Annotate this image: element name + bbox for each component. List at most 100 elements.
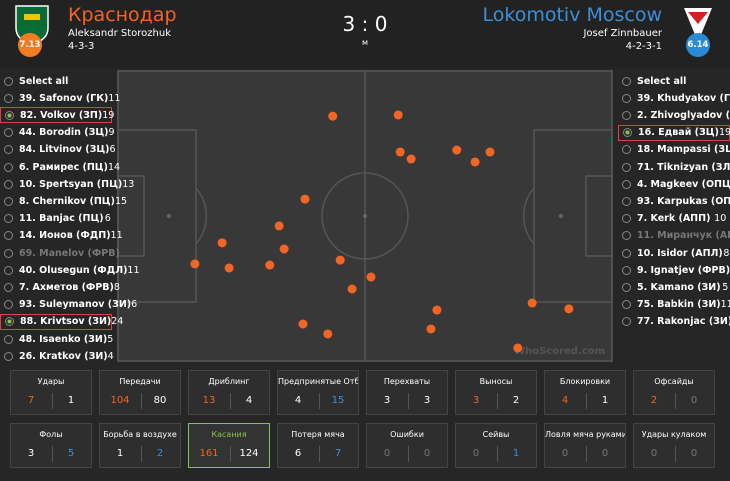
- player-value: 4: [107, 350, 114, 362]
- checkbox: [622, 196, 631, 206]
- player-row[interactable]: 4. Magkeev (ОПЦ)6: [618, 176, 730, 192]
- stat-label: Выносы: [479, 377, 513, 386]
- stat-box[interactable]: Ошибки 0 0: [366, 423, 448, 468]
- stat-away: 0: [423, 448, 431, 459]
- player-row[interactable]: 88. Krivtsov (ЗИ) 24: [0, 313, 123, 330]
- stat-sep: [675, 393, 676, 409]
- player-value: 19: [718, 127, 730, 139]
- player-row[interactable]: 11. Banjac (ПЦ) 6: [0, 211, 112, 227]
- stat-box[interactable]: Сейвы 0 1: [455, 423, 537, 468]
- touch: [432, 305, 442, 315]
- checkbox: [622, 93, 631, 103]
- stat-label: Фолы: [39, 430, 63, 439]
- stat-box[interactable]: Выносы 3 2: [455, 370, 537, 415]
- stat-home: 161: [199, 448, 219, 459]
- select-all[interactable]: Select all: [618, 73, 730, 89]
- stat-box[interactable]: Блокировки 4 1: [544, 370, 626, 415]
- player-name: 77. Rakonjac (ЗИ): [637, 316, 730, 328]
- stat-box[interactable]: Предпринятые Отбо... 4 15: [277, 370, 359, 415]
- touch: [527, 298, 537, 308]
- home-rating: 7.13: [18, 33, 42, 57]
- checkbox: [4, 76, 13, 86]
- player-row[interactable]: 84. Litvinov (ЗЦ) 6: [0, 142, 116, 158]
- player-row[interactable]: 40. Olusegun (ФДЛ) 11: [0, 262, 140, 278]
- stat-box[interactable]: Перехваты 3 3: [366, 370, 448, 415]
- player-value: 11: [108, 92, 121, 104]
- player-value: 10: [714, 213, 727, 225]
- home-formation: 4-3-3: [68, 41, 95, 52]
- player-name: 9. Ignatjev (ФРВ): [637, 264, 730, 276]
- player-row[interactable]: 11. Миранчук (АПЦ): [618, 228, 730, 244]
- stat-home: 4: [294, 395, 302, 406]
- player-row[interactable]: 14. Ионов (ФДП) 11: [0, 228, 123, 244]
- player-row[interactable]: 77. Rakonjac (ЗИ)4: [618, 314, 730, 330]
- away-formation: 4-2-3-1: [625, 41, 662, 52]
- stat-box[interactable]: Дриблинг 13 4: [188, 370, 270, 415]
- stat-sep: [319, 393, 320, 409]
- player-row[interactable]: 6. Рамирес (ПЦ) 14: [0, 159, 120, 175]
- player-name: 82. Volkov (ЗП): [20, 109, 103, 121]
- player-row[interactable]: 2. Zhivoglyadov (ЗП)17: [618, 107, 730, 123]
- player-row[interactable]: 9. Ignatjev (ФРВ)2: [618, 262, 730, 278]
- player-row[interactable]: 39. Khudyakov (ГК)10: [618, 90, 730, 106]
- player-value: 15: [114, 195, 128, 207]
- stat-sep: [408, 446, 409, 462]
- select-all[interactable]: Select all: [0, 73, 112, 89]
- checkbox: [4, 265, 13, 275]
- home-coach: Aleksandr Storozhuk: [68, 28, 171, 39]
- stat-box[interactable]: Борьба в воздухе 1 2: [99, 423, 181, 468]
- stat-sep: [497, 393, 498, 409]
- player-row[interactable]: 16. Едвай (ЗЦ) 19: [618, 124, 730, 141]
- checkbox: [622, 162, 631, 172]
- stat-away: 5: [67, 448, 75, 459]
- stat-box[interactable]: Удары кулаком 0 0: [633, 423, 715, 468]
- score: 3 : 0: [330, 12, 400, 36]
- stat-label: Борьба в воздухе: [103, 430, 177, 439]
- player-name: 10. Spertsyan (ПЦ): [19, 178, 123, 190]
- stat-box[interactable]: Ловля мяча руками 0 0: [544, 423, 626, 468]
- player-value: 11: [110, 230, 123, 242]
- stat-home: 3: [27, 448, 35, 459]
- player-row[interactable]: 18. Mampassi (ЗЦ)13: [618, 142, 730, 158]
- stat-box[interactable]: Передачи 104 80: [99, 370, 181, 415]
- checkbox: [4, 282, 13, 292]
- player-row[interactable]: 39. Safonov (ГК) 11: [0, 90, 120, 106]
- checkbox: [4, 196, 13, 206]
- player-row[interactable]: 93. Suleymanov (ЗИ) 6: [0, 297, 137, 313]
- checkbox: [622, 179, 631, 189]
- checkbox: [4, 214, 13, 224]
- player-name: 8. Chernikov (ПЦ): [19, 195, 115, 207]
- player-row[interactable]: 82. Volkov (ЗП) 19: [0, 107, 114, 124]
- stat-away: 4: [245, 395, 253, 406]
- checkbox: [4, 334, 13, 344]
- stat-away: 3: [423, 395, 431, 406]
- touch: [406, 154, 416, 164]
- player-row[interactable]: 93. Karpukas (ОПЦ)10: [618, 193, 730, 209]
- stat-label: Касания: [211, 430, 247, 439]
- player-row[interactable]: 7. Kerk (АПП) 10: [618, 211, 730, 227]
- player-row[interactable]: 48. Isaenko (ЗИ) 5: [0, 331, 113, 347]
- checkbox: [5, 317, 14, 327]
- stat-home: 0: [561, 448, 569, 459]
- stat-box[interactable]: Офсайды 2 0: [633, 370, 715, 415]
- stat-box[interactable]: Удары 7 1: [10, 370, 92, 415]
- player-row[interactable]: 75. Babkin (ЗИ) 11: [618, 297, 730, 313]
- player-row[interactable]: 5. Kamano (ЗИ) 5: [618, 279, 730, 295]
- player-row[interactable]: 10. Isidor (АПЛ) 8: [618, 245, 730, 261]
- player-row[interactable]: 69. Manelov (ФРВ): [0, 245, 120, 261]
- stat-box[interactable]: Касания 161 124: [188, 423, 270, 468]
- touch: [564, 304, 574, 314]
- player-row[interactable]: 7. Ахметов (ФРВ) 8: [0, 279, 120, 295]
- player-row[interactable]: 71. Tiknizyan (ЗЛ)6: [618, 159, 730, 175]
- checkbox: [623, 128, 632, 138]
- stat-box[interactable]: Фолы 3 5: [10, 423, 92, 468]
- player-row[interactable]: 44. Borodin (ЗЦ) 9: [0, 125, 115, 141]
- player-name: 18. Mampassi (ЗЦ): [637, 144, 730, 156]
- player-row[interactable]: 26. Kratkov (ЗИ) 4: [0, 348, 114, 364]
- touch: [347, 284, 357, 294]
- stat-box[interactable]: Потеря мяча 6 7: [277, 423, 359, 468]
- player-row[interactable]: 10. Spertsyan (ПЦ) 13: [0, 176, 134, 192]
- stat-home: 2: [650, 395, 658, 406]
- player-row[interactable]: 8. Chernikov (ПЦ) 15: [0, 193, 127, 209]
- touch: [265, 260, 275, 270]
